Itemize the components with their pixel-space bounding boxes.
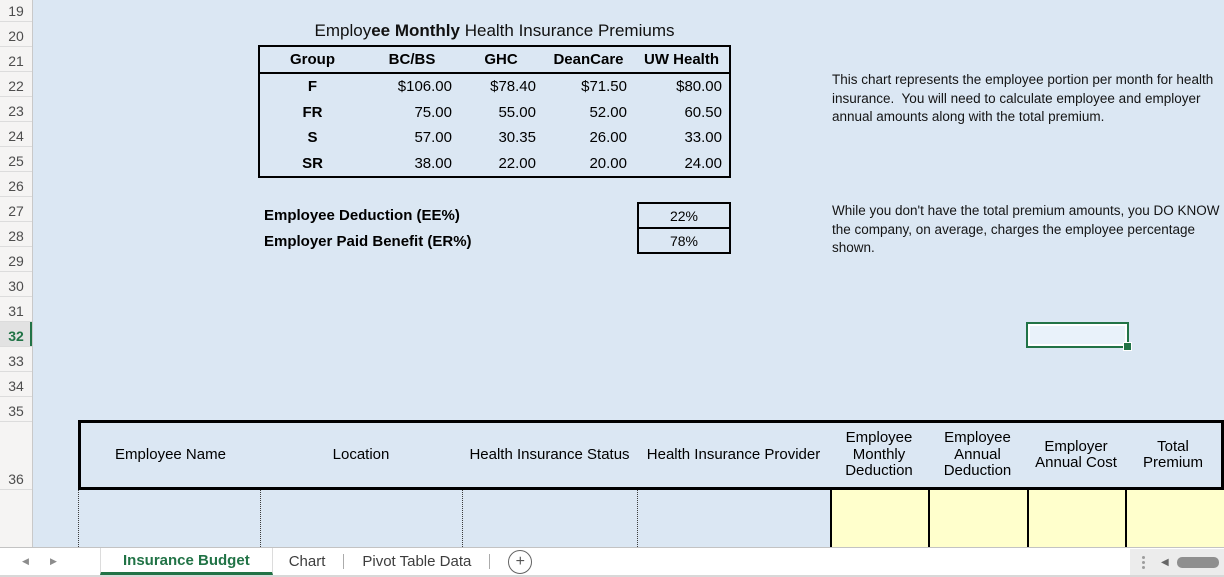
empty-cell[interactable]	[462, 490, 637, 547]
scrollbar-resize-handle-icon[interactable]	[1142, 555, 1145, 569]
premium-data-row: SR 38.00 22.00 20.00 24.00	[260, 151, 729, 177]
employee-deduction-value[interactable]: 22%	[669, 207, 699, 224]
tab-scroll-left-icon[interactable]: ◀	[22, 556, 29, 566]
premium-group-cell[interactable]: FR	[302, 103, 323, 121]
empty-cell[interactable]	[830, 490, 928, 547]
tab-pivot-table-data[interactable]: Pivot Table Data	[362, 553, 472, 570]
employee-table-header: Employee Name Location Health Insurance St…	[78, 420, 1224, 490]
premium-value-cell[interactable]: 26.00	[589, 129, 627, 147]
premium-value-cell[interactable]: 52.00	[589, 103, 627, 121]
employee-header-cell[interactable]: Location	[332, 445, 390, 463]
row-header-33[interactable]: 33	[0, 347, 32, 372]
premium-data-row: FR 75.00 55.00 52.00 60.50	[260, 100, 729, 126]
tab-separator	[343, 554, 345, 569]
sheet-tabs: Insurance Budget Chart Pivot Table Data +	[100, 548, 533, 575]
premium-value-cell[interactable]: $78.40	[490, 78, 536, 96]
employee-header-cell[interactable]: Total Premium	[1142, 437, 1203, 471]
title-regular-1: Employ	[314, 21, 372, 40]
premium-header-cell[interactable]: Group	[290, 51, 335, 68]
employee-header-cell[interactable]: Health Insurance Status	[469, 445, 630, 463]
premium-value-cell[interactable]: 57.00	[414, 129, 452, 147]
premium-table-title[interactable]: Employee Monthly Health Insurance Premiu…	[258, 21, 731, 41]
employee-header-cell[interactable]: Employer Annual Cost	[1035, 437, 1117, 471]
row-header-21[interactable]: 21	[0, 47, 32, 72]
row-header-32[interactable]: 32	[0, 322, 32, 347]
sheet-tab-bar: ◀ ▶ Insurance Budget Chart Pivot Table Dat…	[0, 547, 1224, 577]
tab-insurance-budget[interactable]: Insurance Budget	[100, 548, 273, 575]
tab-separator	[489, 554, 491, 569]
premium-value-cell[interactable]: 30.35	[498, 129, 536, 147]
premium-value-cell[interactable]: 60.50	[684, 103, 722, 121]
premium-group-cell[interactable]: S	[307, 129, 318, 147]
fill-handle[interactable]	[1123, 342, 1132, 351]
row-header-29[interactable]: 29	[0, 247, 32, 272]
row-header-27[interactable]: 27	[0, 197, 32, 222]
employee-table-row	[78, 490, 1224, 547]
percentage-note[interactable]: While you don't have the total premium a…	[832, 203, 1224, 255]
row-header-25[interactable]: 25	[0, 147, 32, 172]
employee-header-cell[interactable]: Employee Annual Deduction	[943, 429, 1012, 480]
premium-header-row: Group BC/BS GHC DeanCare UW Health	[260, 47, 729, 74]
empty-cell[interactable]	[637, 490, 830, 547]
row-header-column: 19 20 21 22 23 24 25 26 27 28 29 30 31 32 33 34 35 36	[0, 0, 33, 547]
row-header-31[interactable]: 31	[0, 297, 32, 322]
premium-value-cell[interactable]: $106.00	[397, 78, 452, 96]
tab-chart[interactable]: Chart	[288, 553, 326, 570]
row-header-35[interactable]: 35	[0, 397, 32, 422]
row-header-24[interactable]: 24	[0, 122, 32, 147]
empty-cell[interactable]	[78, 490, 260, 547]
premium-header-cell[interactable]: BC/BS	[388, 51, 436, 68]
row-header-20[interactable]: 20	[0, 22, 32, 47]
premium-group-cell[interactable]: SR	[302, 154, 323, 172]
employer-benefit-value[interactable]: 78%	[639, 227, 729, 252]
empty-cell[interactable]	[928, 490, 1027, 547]
premium-header-cell[interactable]: UW Health	[644, 51, 719, 68]
premium-data-row: S 57.00 30.35 26.00 33.00	[260, 125, 729, 151]
employee-deduction-label[interactable]: Employee Deduction (EE%)	[264, 206, 460, 224]
employee-header-cell[interactable]: Health Insurance Provider	[646, 445, 821, 463]
premium-note[interactable]: This chart represents the employee porti…	[832, 72, 1217, 124]
employee-header-cell[interactable]: Employee Monthly Deduction	[845, 429, 913, 480]
row-header-23[interactable]: 23	[0, 97, 32, 122]
empty-cell[interactable]	[1027, 490, 1125, 547]
row-header-19[interactable]: 19	[0, 0, 32, 22]
premium-header-cell[interactable]: DeanCare	[553, 51, 624, 68]
tab-scroll-right-icon[interactable]: ▶	[50, 556, 57, 566]
premium-value-cell[interactable]: 20.00	[589, 154, 627, 172]
deduction-value-boxes: 22% 78%	[637, 202, 731, 254]
add-sheet-button[interactable]: +	[508, 549, 533, 574]
premium-value-cell[interactable]: 75.00	[414, 103, 452, 121]
empty-cell[interactable]	[260, 490, 462, 547]
scroll-left-arrow-icon[interactable]: ◀	[1161, 556, 1169, 568]
premium-header-cell[interactable]: GHC	[484, 51, 518, 68]
premium-value-cell[interactable]: $80.00	[676, 78, 722, 96]
premium-value-cell[interactable]: 24.00	[684, 154, 722, 172]
row-header-34[interactable]: 34	[0, 372, 32, 397]
premium-value-cell[interactable]: 55.00	[498, 103, 536, 121]
row-header-30[interactable]: 30	[0, 272, 32, 297]
employee-header-cell[interactable]: Employee Name	[115, 445, 226, 463]
premium-data-row: F $106.00 $78.40 $71.50 $80.00	[260, 74, 729, 100]
employer-benefit-label[interactable]: Employer Paid Benefit (ER%)	[264, 232, 472, 250]
premium-table: Group BC/BS GHC DeanCare UW Health F $106.00 $7…	[258, 45, 731, 178]
title-regular-2: Health Insurance Premiums	[460, 21, 675, 40]
row-header-36[interactable]: 36	[0, 422, 32, 490]
title-bold: ee Monthly	[371, 21, 460, 40]
premium-value-cell[interactable]: $71.50	[581, 78, 627, 96]
premium-value-cell[interactable]: 38.00	[414, 154, 452, 172]
premium-value-cell[interactable]: 22.00	[498, 154, 536, 172]
horizontal-scrollbar-area: ◀	[1130, 549, 1224, 575]
premium-group-cell[interactable]: F	[307, 78, 318, 96]
empty-cell[interactable]	[1125, 490, 1224, 547]
row-header-28[interactable]: 28	[0, 222, 32, 247]
row-header-22[interactable]: 22	[0, 72, 32, 97]
row-header-26[interactable]: 26	[0, 172, 32, 197]
selected-cell[interactable]	[1026, 322, 1132, 351]
scrollbar-thumb[interactable]	[1176, 556, 1219, 568]
premium-value-cell[interactable]: 33.00	[684, 129, 722, 147]
